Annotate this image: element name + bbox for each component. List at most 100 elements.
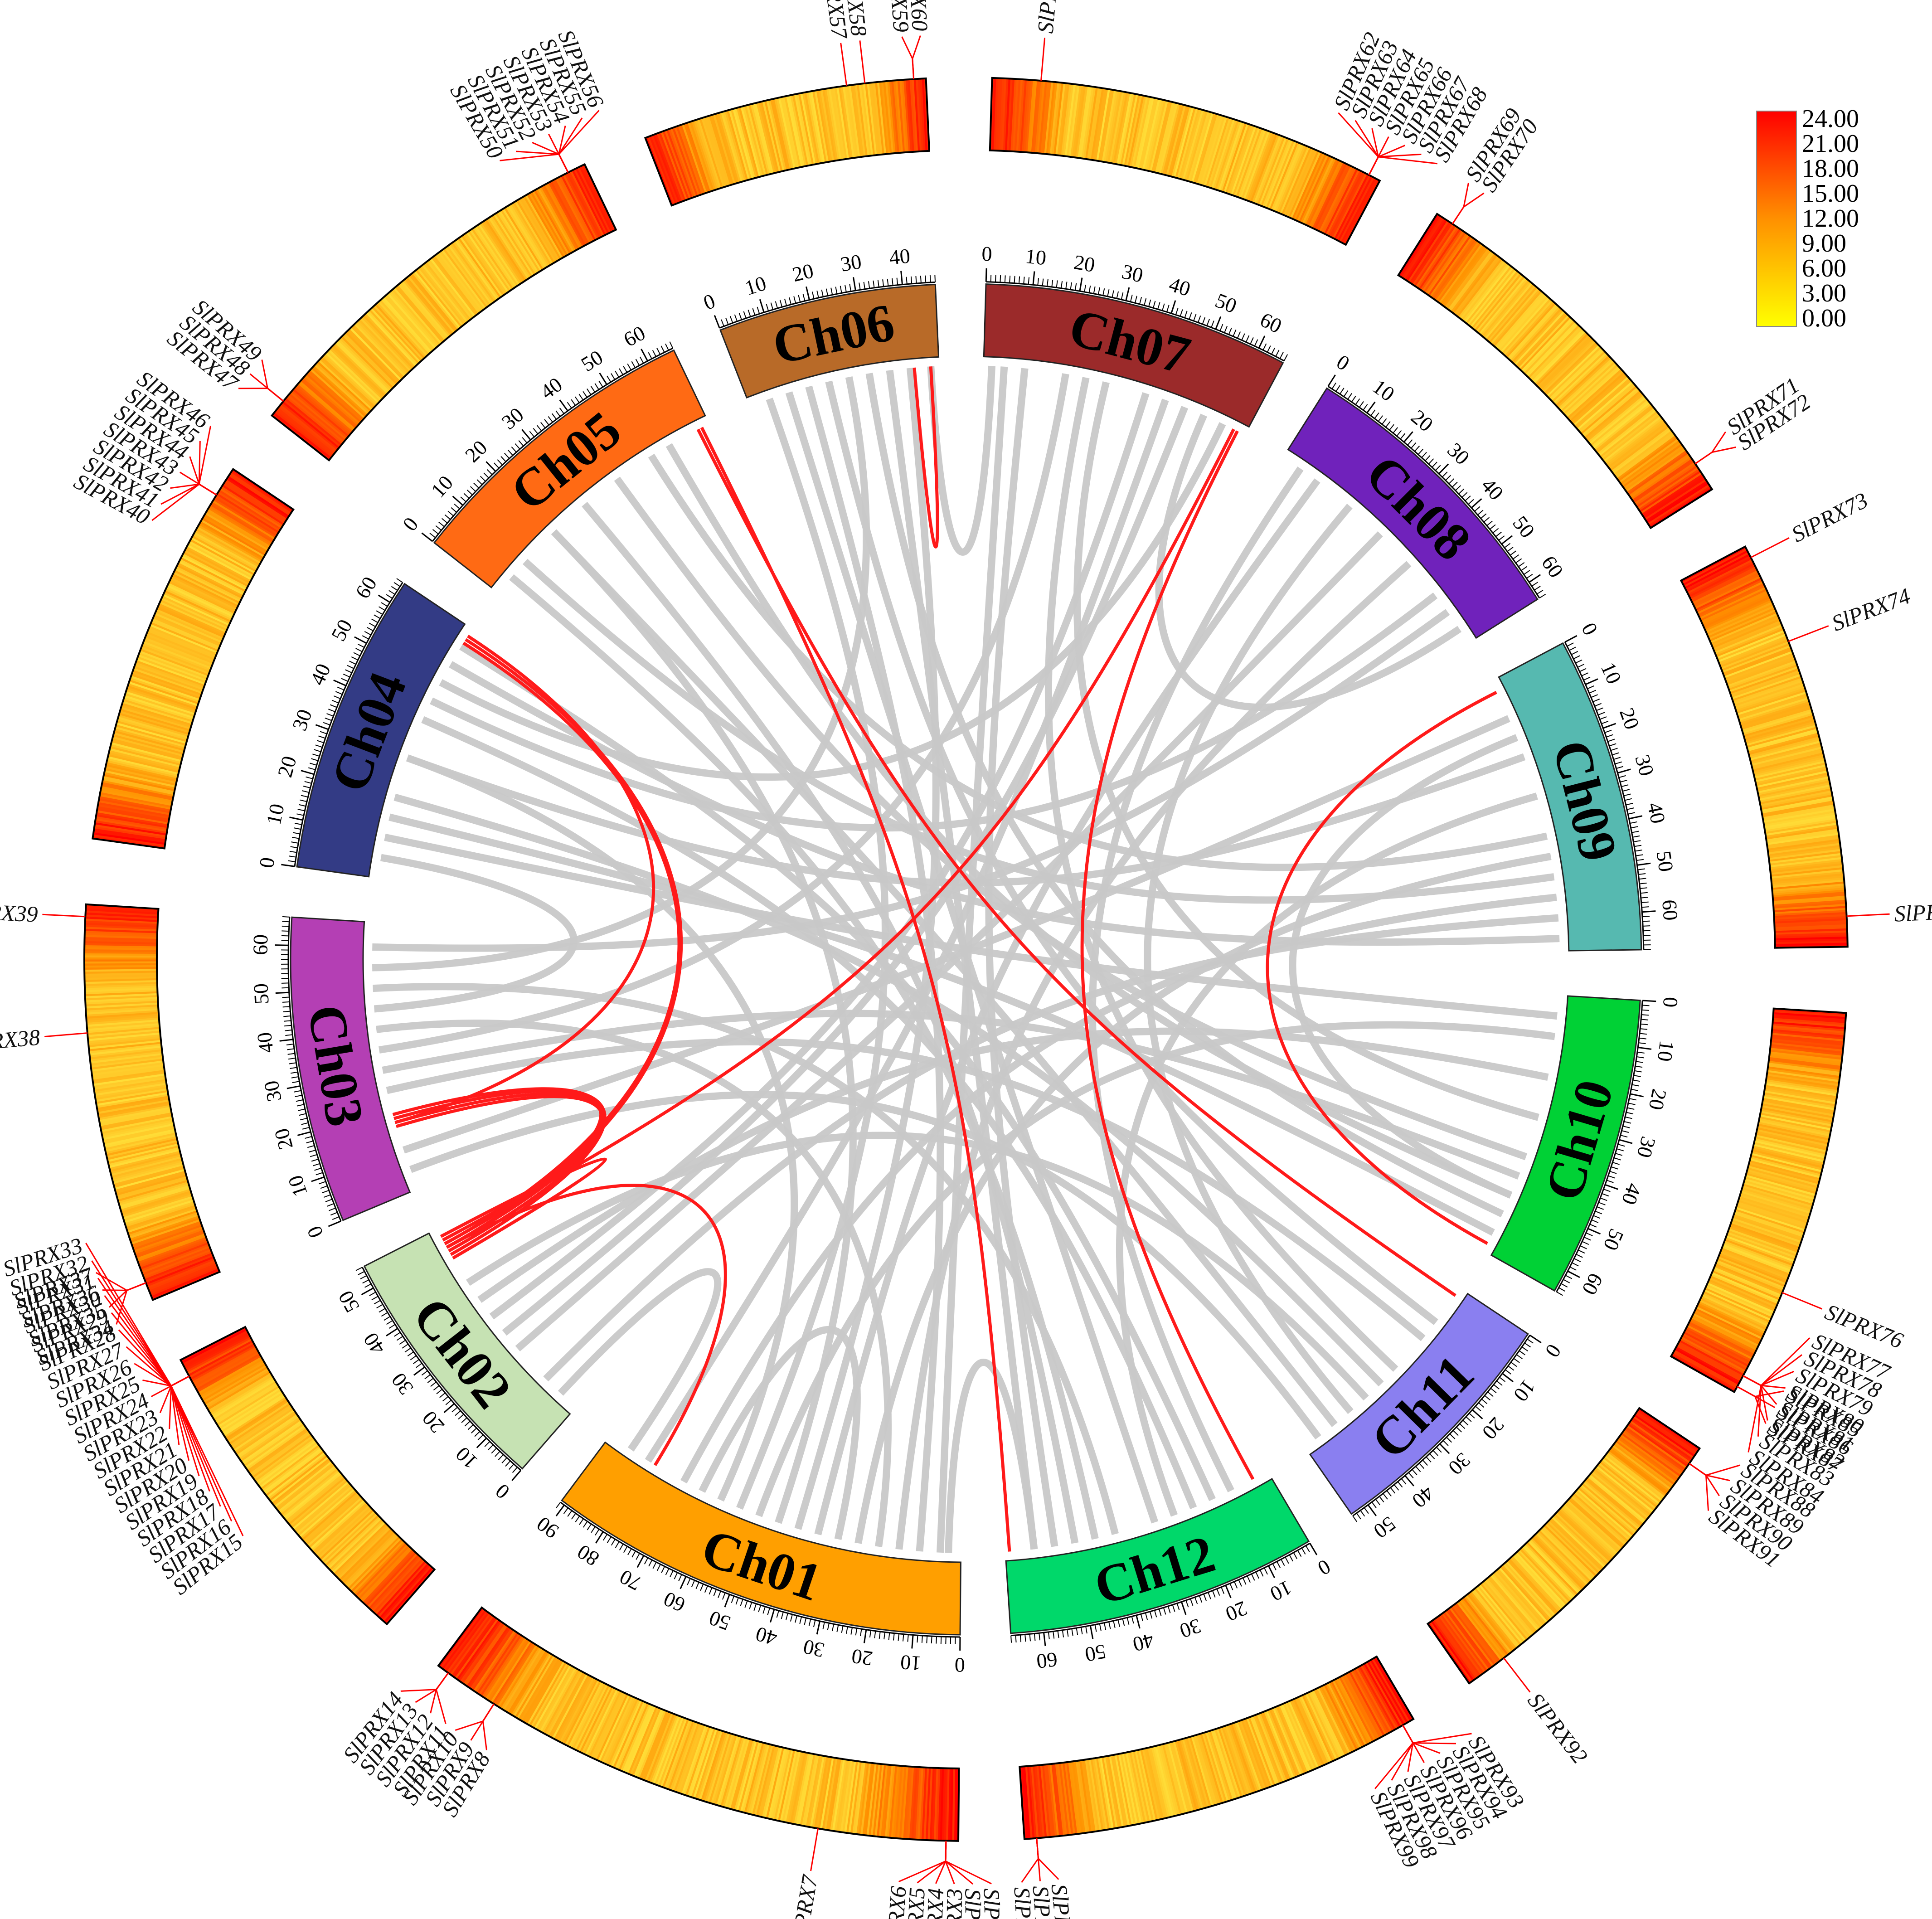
- heatmap-cell: [413, 270, 461, 329]
- axis-tick-label: 40: [1408, 1482, 1439, 1513]
- heatmap-cell: [1696, 579, 1763, 613]
- axis-tick: [1578, 1249, 1585, 1254]
- heatmap-cell: [1694, 1310, 1761, 1344]
- axis-tick: [840, 286, 842, 293]
- axis-tick: [1577, 664, 1585, 668]
- heatmap-cell: [561, 175, 597, 241]
- heatmap-cell: [670, 127, 697, 197]
- heatmap-cell: [354, 322, 407, 377]
- heatmap-cell: [1264, 139, 1294, 208]
- heatmap-cell: [103, 1126, 175, 1144]
- axis-tick-label: 0: [302, 1223, 328, 1241]
- heatmap-cell: [200, 1361, 265, 1399]
- heatmap-cell: [1445, 1609, 1491, 1670]
- axis-tick-label: 10: [899, 1651, 922, 1675]
- heatmap-cell: [1705, 1286, 1773, 1318]
- gene-leader-line: [1503, 1657, 1531, 1693]
- heatmap-cell: [1480, 278, 1529, 336]
- heatmap-cell: [91, 1061, 164, 1074]
- heatmap-cell: [688, 1727, 714, 1798]
- heatmap-cell: [1702, 594, 1770, 627]
- axis-tick: [929, 275, 931, 283]
- axis-tick: [288, 860, 296, 862]
- heatmap-cell: [1735, 1209, 1805, 1234]
- heatmap-cell: [1608, 1449, 1668, 1496]
- axis-tick: [1521, 1346, 1529, 1351]
- heatmap-cell: [381, 297, 431, 354]
- heatmap-cell: [213, 1380, 277, 1421]
- axis-tick: [1425, 455, 1431, 462]
- heatmap-cell: [1331, 1680, 1367, 1746]
- heatmap-cell: [1683, 550, 1748, 586]
- heatmap-cell: [1556, 1511, 1611, 1563]
- axis-tick: [1609, 743, 1616, 747]
- heatmap-cell: [1270, 1708, 1300, 1777]
- heatmap-cell: [1605, 1453, 1664, 1501]
- axis-tick: [452, 496, 463, 506]
- heatmap-cell: [1548, 346, 1602, 399]
- axis-tick: [714, 315, 720, 328]
- heatmap-cell: [1743, 715, 1814, 738]
- heatmap-cell: [1468, 268, 1516, 327]
- axis-tick: [1597, 1206, 1604, 1210]
- heatmap-cell: [1481, 280, 1530, 338]
- heatmap-cell: [1366, 1661, 1405, 1726]
- gene-label: SlPRX6: [881, 1885, 911, 1919]
- heatmap-cell: [191, 536, 256, 574]
- heatmap-cell: [136, 659, 205, 687]
- heatmap-cell: [128, 1211, 198, 1237]
- axis-tick: [1615, 1153, 1623, 1156]
- heatmap-cell: [1708, 607, 1776, 639]
- heatmap-cell: [620, 1703, 651, 1772]
- heatmap-cell: [92, 1065, 165, 1078]
- heatmap-cell: [241, 1419, 302, 1463]
- heatmap-cell: [1599, 411, 1659, 458]
- heatmap-cell: [724, 110, 747, 181]
- heatmap-cell: [1503, 300, 1553, 356]
- heatmap-cell: [1298, 155, 1331, 223]
- heatmap-cell: [1688, 1321, 1755, 1357]
- axis-tick: [1233, 329, 1237, 337]
- synteny-link: [522, 559, 1555, 904]
- heatmap-cell: [728, 109, 751, 180]
- heatmap-cell: [277, 407, 335, 455]
- axis-tick: [1508, 1365, 1515, 1371]
- heatmap-cell: [766, 100, 786, 171]
- heatmap-cell: [1519, 316, 1572, 371]
- heatmap-cell: [91, 1058, 164, 1070]
- axis-tick: [1606, 1180, 1614, 1183]
- heatmap-cell: [142, 642, 211, 671]
- heatmap-cell: [1515, 1552, 1566, 1608]
- axis-tick: [1529, 574, 1541, 583]
- heatmap-cell: [128, 682, 198, 708]
- heatmap-cell: [1610, 425, 1670, 472]
- heatmap-cell: [1578, 383, 1635, 432]
- synteny-link: [551, 529, 1338, 1427]
- axis-tick-label: 0: [981, 242, 992, 266]
- heatmap-cell: [1313, 1689, 1347, 1756]
- heatmap-cell: [127, 685, 197, 710]
- heatmap-cell: [1252, 1715, 1281, 1784]
- axis-tick-label: 20: [1615, 705, 1644, 733]
- heatmap-cell: [1428, 1622, 1473, 1683]
- axis-tick: [578, 394, 584, 400]
- heatmap-cell: [681, 123, 708, 194]
- heatmap-cell: [1462, 263, 1510, 322]
- axis-tick: [1591, 694, 1598, 698]
- axis-tick-label: 60: [620, 321, 649, 351]
- axis-tick: [674, 1572, 678, 1579]
- axis-tick-label: 40: [252, 1031, 278, 1054]
- heatmap-cell: [1210, 1730, 1235, 1800]
- axis-tick: [1632, 1084, 1640, 1087]
- heatmap-cell: [557, 1676, 593, 1742]
- heatmap-cell: [104, 1132, 176, 1150]
- axis-tick: [438, 521, 445, 527]
- heatmap-cell: [102, 1119, 174, 1137]
- heatmap-cell: [1411, 223, 1453, 285]
- heatmap-cell: [1291, 152, 1324, 220]
- axis-tick: [1190, 1598, 1194, 1606]
- heatmap-cell: [700, 1730, 725, 1801]
- heatmap-cell: [1287, 1700, 1319, 1768]
- heatmap-cell: [374, 1559, 425, 1615]
- heatmap-cell: [846, 85, 859, 158]
